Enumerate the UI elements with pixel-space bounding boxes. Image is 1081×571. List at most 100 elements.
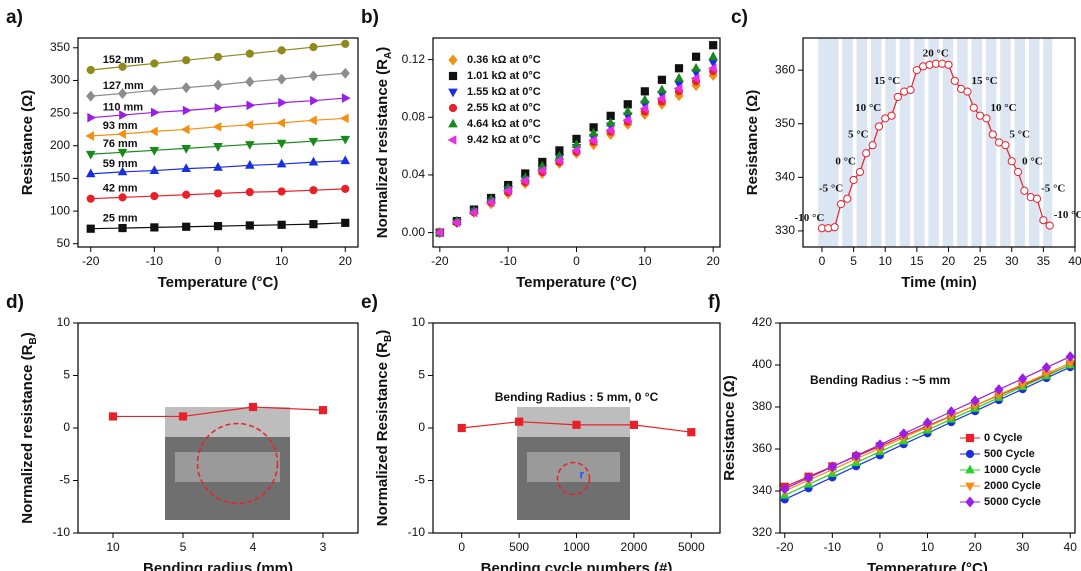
series-line: [113, 406, 324, 418]
legend-label: 2000 Cycle: [984, 480, 1041, 492]
marker: [212, 122, 222, 132]
legend-label: 1000 Cycle: [984, 464, 1041, 476]
x-tick-label: 10: [275, 254, 289, 268]
marker: [554, 155, 563, 166]
marker: [868, 141, 877, 150]
marker: [780, 483, 790, 495]
x-axis-label: Bending cycle numbers (#): [481, 560, 673, 571]
y-tick-label: 380: [752, 399, 772, 413]
marker: [994, 384, 1004, 396]
marker: [515, 417, 524, 426]
x-tick-label: 40: [1064, 540, 1078, 554]
x-tick-label: 10: [921, 540, 935, 554]
y-tick-label: 330: [775, 223, 795, 237]
plot-frame: [432, 37, 721, 248]
inset-shade: [527, 452, 620, 482]
y-axis-label-part: Normalized Resistance (R: [374, 342, 391, 526]
marker: [519, 175, 529, 186]
y-tick-label: 360: [775, 62, 795, 76]
marker: [118, 193, 127, 202]
band-gap: [895, 38, 900, 247]
marker: [970, 395, 980, 407]
marker: [1018, 373, 1028, 385]
marker: [1039, 216, 1048, 225]
y-axis-label-part: ): [374, 47, 391, 52]
marker: [181, 144, 191, 154]
band-gap: [852, 38, 857, 247]
marker: [639, 103, 649, 114]
marker: [874, 122, 884, 131]
marker: [451, 217, 461, 228]
marker: [340, 67, 350, 79]
marker: [118, 223, 127, 233]
marker: [950, 76, 959, 85]
annotation: 0 °C: [835, 156, 856, 168]
marker: [690, 73, 700, 84]
x-tick-label: 0: [573, 254, 580, 268]
marker: [86, 194, 95, 203]
panel: f) 320 340 360 380 400 420 -20 -10 0 10 20 30 40 Tempe…: [708, 292, 1077, 571]
marker: [213, 52, 223, 62]
marker: [85, 150, 96, 160]
marker: [468, 207, 478, 218]
y-tick-label: 150: [50, 171, 70, 185]
marker: [965, 464, 975, 474]
x-tick-label: 20: [968, 540, 982, 554]
marker: [150, 191, 159, 201]
x-tick-label: 0: [215, 254, 222, 268]
x-tick-label: 30: [1016, 540, 1030, 554]
marker: [944, 60, 953, 69]
marker: [536, 165, 546, 176]
marker: [673, 83, 683, 94]
x-tick-label: 20: [942, 254, 956, 268]
marker: [887, 111, 896, 120]
inset-label: r: [580, 468, 585, 482]
marker: [588, 127, 599, 137]
marker: [119, 110, 128, 120]
marker: [571, 145, 580, 156]
panel-label: e): [361, 292, 378, 313]
x-tick-label: 15: [910, 254, 924, 268]
y-tick-label: 10: [412, 315, 426, 329]
marker: [893, 92, 902, 102]
x-tick-label: 0: [877, 540, 884, 554]
marker: [213, 161, 223, 171]
marker: [150, 59, 159, 68]
marker: [117, 88, 128, 99]
series-label: 127 mm: [103, 80, 144, 92]
marker: [965, 433, 975, 443]
band-gap: [838, 38, 843, 247]
x-tick-label: 30: [1005, 254, 1019, 268]
plot-frame: [77, 322, 359, 534]
marker: [588, 135, 597, 146]
annotation: 0 °C: [1022, 156, 1043, 168]
x-tick-label: 4: [250, 540, 257, 554]
marker: [605, 125, 615, 136]
x-tick-label: 1000: [563, 540, 590, 554]
marker: [213, 222, 223, 231]
marker: [708, 51, 718, 61]
annotation: 15 °C: [971, 75, 997, 87]
y-tick-label: 300: [50, 73, 70, 87]
marker: [622, 115, 632, 125]
x-axis-label: Temperature (°C): [516, 274, 637, 291]
inset-circle: [196, 422, 279, 505]
marker: [341, 218, 350, 227]
x-tick-label: -20: [82, 254, 100, 268]
marker: [213, 79, 223, 91]
y-axis-label-part: B: [28, 337, 39, 344]
x-tick-label: -10: [146, 254, 164, 268]
band-gap: [938, 38, 943, 247]
band-gap: [867, 38, 871, 247]
legend-label: 0 Cycle: [984, 432, 1023, 444]
marker: [640, 94, 650, 104]
annotation: -5 °C: [1041, 182, 1065, 194]
y-tick-label: 50: [57, 236, 71, 250]
x-tick-label: 5000: [678, 540, 705, 554]
y-tick-label: -10: [53, 525, 71, 539]
inset-shade: [175, 452, 280, 482]
x-tick-label: 35: [1037, 254, 1051, 268]
y-tick-label: 0.00: [402, 225, 426, 239]
x-tick-label: -20: [776, 540, 794, 554]
inset-shade: [165, 407, 290, 437]
